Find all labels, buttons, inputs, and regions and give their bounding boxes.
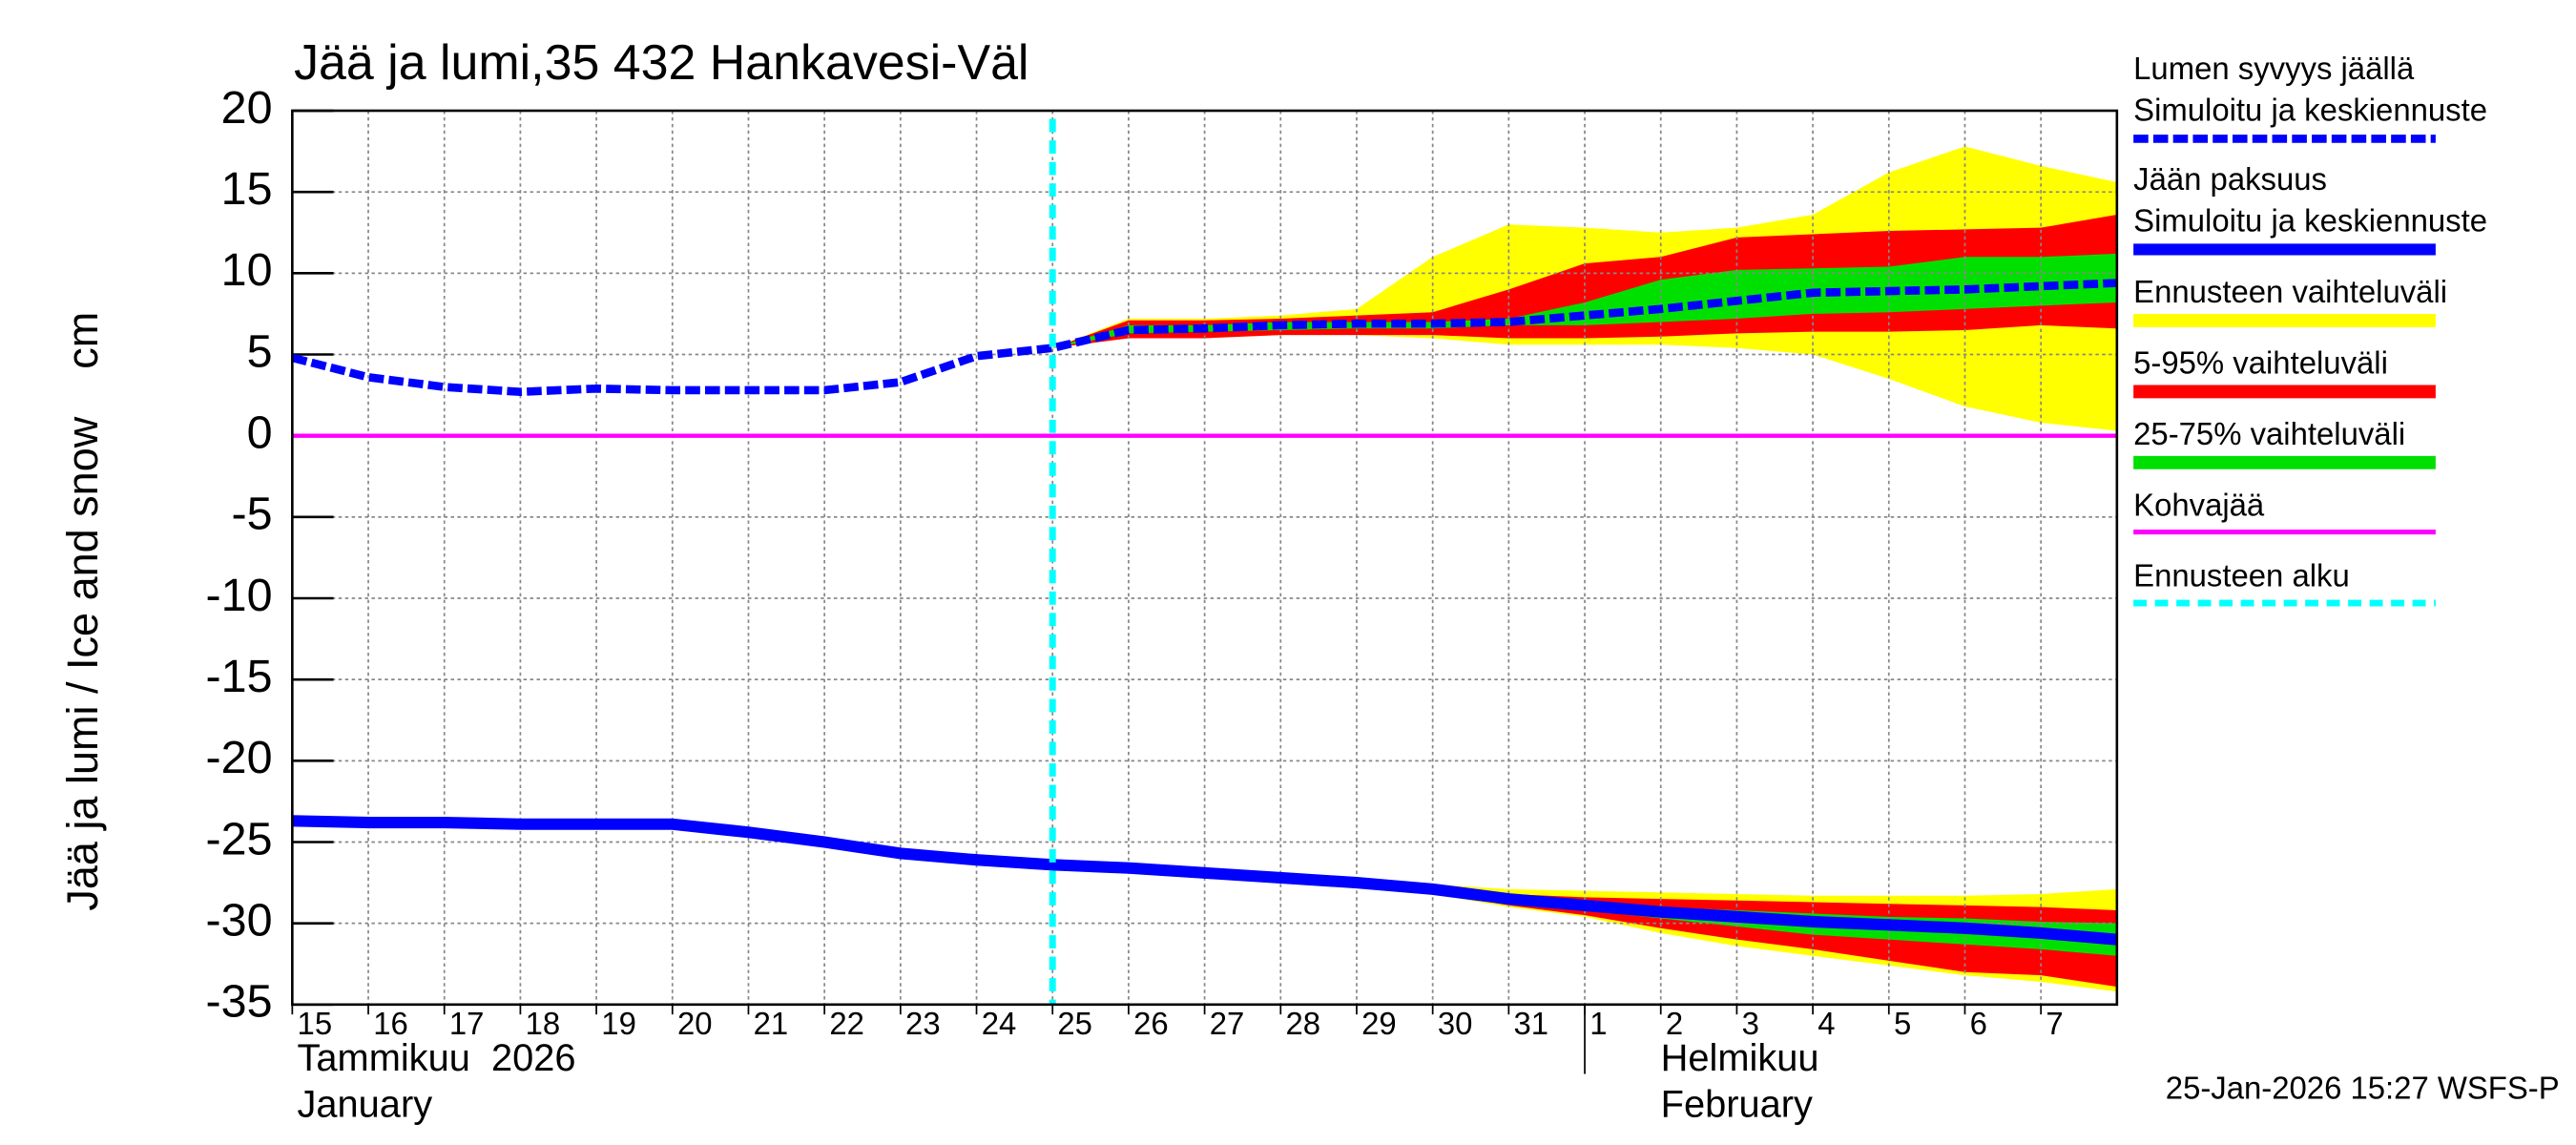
legend-label: Ennusteen alku <box>2133 558 2350 593</box>
y-axis-label: Jää ja lumi / Ice and snow cm <box>58 312 107 911</box>
y-tick-label: 0 <box>247 406 273 458</box>
x-tick-label: 27 <box>1210 1006 1245 1041</box>
x-tick-label: 30 <box>1438 1006 1473 1041</box>
x-tick-label: 20 <box>677 1006 713 1041</box>
y-tick-label: 10 <box>221 244 273 296</box>
month-label: January <box>298 1084 433 1126</box>
month-label: February <box>1661 1084 1813 1126</box>
y-tick-label: 20 <box>221 82 273 134</box>
x-tick-label: 5 <box>1894 1006 1911 1041</box>
plot-frame <box>291 109 2119 1007</box>
y-tick-label: -35 <box>206 976 273 1028</box>
x-tick-label: 2 <box>1666 1006 1683 1041</box>
month-label: Helmikuu <box>1661 1037 1819 1079</box>
y-tick-label: 5 <box>247 325 273 377</box>
x-tick-label: 24 <box>982 1006 1017 1041</box>
x-tick-label: 22 <box>829 1006 864 1041</box>
y-tick-label: -5 <box>231 489 272 540</box>
timestamp: 25-Jan-2026 15:27 WSFS-P <box>2166 1071 2560 1106</box>
range-band <box>1052 864 2117 992</box>
legend-label: Lumen syvyys jäällä <box>2133 51 2415 86</box>
x-tick-label: 15 <box>298 1006 333 1041</box>
x-tick-label: 29 <box>1361 1006 1397 1041</box>
x-tick-label: 25 <box>1057 1006 1092 1041</box>
y-tick-label: -30 <box>206 894 273 946</box>
y-tick-label: -25 <box>206 813 273 864</box>
month-label: Tammikuu 2026 <box>298 1037 576 1079</box>
y-tick-label: -20 <box>206 732 273 783</box>
x-tick-label: 16 <box>373 1006 408 1041</box>
legend-label: Kohvajää <box>2133 487 2265 522</box>
x-tick-label: 1 <box>1589 1006 1607 1041</box>
chart-title: Jää ja lumi,35 432 Hankavesi-Väl <box>294 35 1028 91</box>
x-tick-label: 28 <box>1285 1006 1320 1041</box>
x-tick-label: 6 <box>1970 1006 1987 1041</box>
x-tick-label: 7 <box>2046 1006 2063 1041</box>
x-tick-label: 4 <box>1818 1006 1835 1041</box>
legend-label: Simuloitu ja keskiennuste <box>2133 92 2487 127</box>
legend-label: Ennusteen vaihteluväli <box>2133 274 2447 309</box>
x-tick-label: 19 <box>601 1006 636 1041</box>
legend-label: 5-95% vaihteluväli <box>2133 344 2388 380</box>
x-tick-label: 23 <box>905 1006 941 1041</box>
x-tick-label: 18 <box>526 1006 561 1041</box>
range-band <box>1052 215 2117 348</box>
x-tick-label: 21 <box>754 1006 789 1041</box>
y-tick-label: -15 <box>206 651 273 702</box>
series-line <box>291 279 2118 397</box>
legend-label: 25-75% vaihteluväli <box>2133 416 2405 451</box>
x-tick-label: 3 <box>1742 1006 1759 1041</box>
legend-label: Simuloitu ja keskiennuste <box>2133 202 2487 238</box>
y-tick-label: 15 <box>221 163 273 215</box>
series-line <box>292 815 2118 946</box>
x-tick-label: 31 <box>1514 1006 1549 1041</box>
x-tick-label: 26 <box>1133 1006 1169 1041</box>
legend-label: Jään paksuus <box>2133 161 2327 197</box>
y-tick-label: -10 <box>206 570 273 621</box>
x-tick-label: 17 <box>449 1006 485 1041</box>
